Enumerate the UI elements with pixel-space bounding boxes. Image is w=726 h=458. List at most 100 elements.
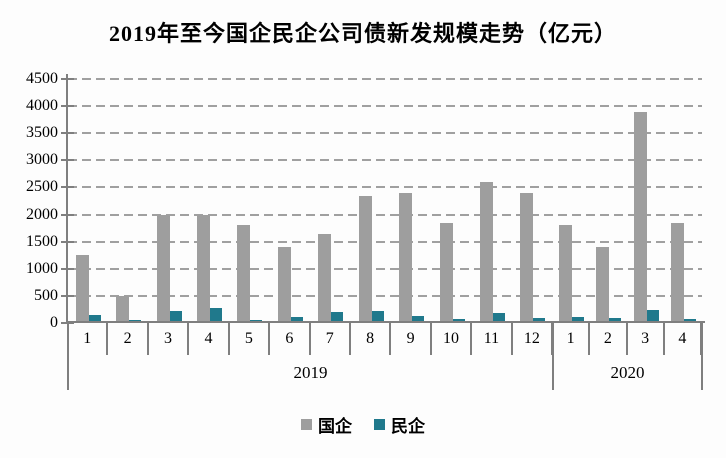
x-tick-label-2019-8: 8 (351, 323, 392, 355)
y-tick-label-3000: 3000 (26, 151, 58, 169)
gridline-3000 (68, 159, 702, 162)
bar-国企-2020-1 (559, 225, 573, 323)
bars-2019 (68, 79, 553, 323)
y-tick-label-0: 0 (50, 314, 58, 331)
chart-title: 2019年至今国企民企公司债新发规模走势（亿元） (108, 21, 617, 46)
year-separator-right (701, 322, 703, 390)
bar-国企-2019-6 (277, 247, 291, 323)
y-axis-line (66, 74, 68, 323)
x-tick-label-2020-2: 2 (590, 323, 628, 355)
gridline-1000 (68, 267, 702, 270)
x-tick-label-2019-2: 2 (108, 323, 149, 355)
x-tick-label-2019-3: 3 (149, 323, 190, 355)
month-slot-2019-6 (270, 79, 310, 323)
month-slot-2019-2 (108, 79, 148, 323)
bar-国企-2019-3 (156, 214, 170, 323)
legend-swatch-guoqi (301, 419, 312, 430)
month-slot-2020-2 (590, 79, 627, 323)
bar-国企-2019-8 (358, 195, 372, 323)
bar-国企-2019-5 (237, 225, 251, 323)
month-slot-2019-5 (230, 79, 270, 323)
month-slot-2019-12 (513, 79, 553, 323)
bar-国企-2020-3 (633, 111, 647, 323)
bar-国企-2020-2 (596, 247, 610, 323)
x-tick-label-2020-3: 3 (628, 323, 665, 355)
bar-民企-2020-2 (609, 318, 622, 323)
y-tick-label-3500: 3500 (26, 124, 58, 142)
x-tick-label-2019-10: 10 (432, 323, 473, 355)
bar-民企-2019-9 (412, 315, 425, 323)
month-labels-2019: 1 2 3 4 5 6 7 8 9 10 11 12 (68, 323, 554, 355)
bar-国企-2019-7 (318, 233, 332, 323)
gridline-4000 (68, 105, 702, 108)
bar-民企-2020-1 (572, 316, 585, 323)
x-tick-label-2020-1: 1 (553, 323, 591, 355)
bar-民企-2020-3 (646, 310, 659, 323)
bars-2020 (553, 79, 702, 323)
month-slot-2019-9 (391, 79, 431, 323)
x-tick-label-2020-4: 4 (665, 323, 702, 355)
month-slot-2020-4 (665, 79, 702, 323)
bar-民企-2019-6 (290, 317, 303, 323)
month-slot-2019-1 (68, 79, 108, 323)
bar-民企-2019-11 (492, 313, 505, 323)
x-tick-label-2019-12: 12 (513, 323, 554, 355)
bar-国企-2019-10 (439, 222, 453, 323)
month-slot-2020-3 (628, 79, 665, 323)
legend-item-minqi: 民企 (374, 412, 425, 437)
year-label-2020: 2020 (610, 363, 645, 382)
x-tick-label-2019-1: 1 (68, 323, 109, 355)
bar-民企-2019-3 (169, 310, 182, 323)
bar-国企-2019-4 (196, 214, 210, 323)
gridline-1500 (68, 240, 702, 243)
bar-国企-2019-11 (479, 182, 493, 323)
x-tick-label-2019-5: 5 (230, 323, 271, 355)
bar-民企-2019-8 (371, 311, 384, 323)
bar-民企-2019-1 (88, 314, 101, 323)
bar-国企-2019-1 (75, 255, 89, 323)
x-tick-label-2019-9: 9 (391, 323, 432, 355)
legend-label-minqi: 民企 (391, 417, 425, 436)
gridline-500 (68, 294, 702, 297)
x-axis-line (66, 321, 705, 323)
gridline-2000 (68, 213, 702, 216)
gridline-2500 (68, 186, 702, 189)
month-slot-2019-10 (432, 79, 472, 323)
x-tick-label-2019-11: 11 (472, 323, 513, 355)
legend-label-guoqi: 国企 (318, 417, 352, 436)
legend-item-guoqi: 国企 (301, 412, 352, 437)
month-slot-2019-8 (351, 79, 391, 323)
bar-国企-2019-12 (520, 192, 534, 323)
bar-民企-2019-4 (209, 308, 222, 323)
year-label-2019: 2019 (293, 363, 328, 382)
x-tick-label-2019-4: 4 (189, 323, 230, 355)
month-slot-2019-11 (472, 79, 512, 323)
y-tick-label-4000: 4000 (26, 97, 58, 115)
bar-国企-2019-9 (399, 192, 413, 323)
month-slot-2020-1 (553, 79, 590, 323)
month-slot-2019-3 (149, 79, 189, 323)
year-separator-middle (552, 322, 554, 390)
year-separator-left (67, 322, 69, 390)
gridline-3500 (68, 132, 702, 135)
y-tick-label-2500: 2500 (26, 178, 58, 196)
y-tick-label-1000: 1000 (26, 259, 58, 277)
y-tick-label-500: 500 (34, 286, 58, 304)
y-tick-label-1500: 1500 (26, 232, 58, 250)
month-slot-2019-4 (189, 79, 229, 323)
bar-国企-2019-2 (116, 295, 130, 323)
legend: 国企 民企 (0, 412, 726, 437)
legend-swatch-minqi (374, 419, 385, 430)
month-slot-2019-7 (311, 79, 351, 323)
bar-民企-2019-12 (533, 317, 546, 323)
bar-国企-2020-4 (670, 222, 684, 323)
x-tick-label-2019-6: 6 (270, 323, 311, 355)
y-tick-label-4500: 4500 (26, 70, 58, 87)
plot-area (68, 78, 702, 323)
y-tick-label-2000: 2000 (26, 205, 58, 223)
bar-民企-2019-7 (331, 312, 344, 323)
gridline-4500 (68, 78, 702, 80)
x-tick-label-2019-7: 7 (311, 323, 351, 355)
